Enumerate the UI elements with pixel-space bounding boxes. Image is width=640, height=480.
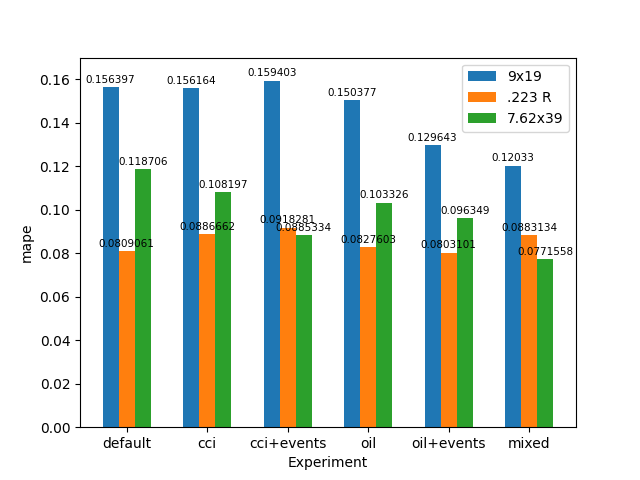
Text: 0.0885334: 0.0885334 [276,223,332,232]
Legend: 9x19, .223 R, 7.62x39: 9x19, .223 R, 7.62x39 [463,64,569,132]
Text: 0.156164: 0.156164 [166,75,216,85]
Bar [135,169,151,427]
Text: 0.0886662: 0.0886662 [179,222,236,232]
Text: 0.150377: 0.150377 [328,88,377,98]
Text: 0.0883134: 0.0883134 [501,223,557,233]
Bar [280,228,296,427]
Bar [264,81,280,427]
Bar [376,203,392,427]
Bar [183,88,199,427]
Bar [344,100,360,427]
Bar [505,166,521,427]
Bar [521,235,538,427]
Bar [215,192,232,427]
Text: 0.0803101: 0.0803101 [421,240,477,251]
Bar [118,252,135,427]
Bar [538,260,554,427]
Bar [199,234,215,427]
X-axis label: Experiment: Experiment [288,456,368,470]
Text: 0.159403: 0.159403 [247,69,296,78]
Bar [296,235,312,427]
Text: 0.103326: 0.103326 [360,191,409,200]
Text: 0.12033: 0.12033 [492,154,534,163]
Text: 0.108197: 0.108197 [198,180,248,190]
Text: 0.0809061: 0.0809061 [99,239,155,249]
Bar [360,247,376,427]
Text: 0.0918281: 0.0918281 [260,216,316,226]
Bar [441,252,457,427]
Text: 0.096349: 0.096349 [440,205,490,216]
Bar [424,145,441,427]
Bar [102,87,118,427]
Text: 0.118706: 0.118706 [118,157,168,167]
Text: 0.0827603: 0.0827603 [340,235,396,245]
Text: 0.129643: 0.129643 [408,133,458,143]
Text: 0.156397: 0.156397 [86,75,136,85]
Text: 0.0771558: 0.0771558 [517,247,573,257]
Y-axis label: mape: mape [20,223,34,262]
Bar [457,218,473,427]
